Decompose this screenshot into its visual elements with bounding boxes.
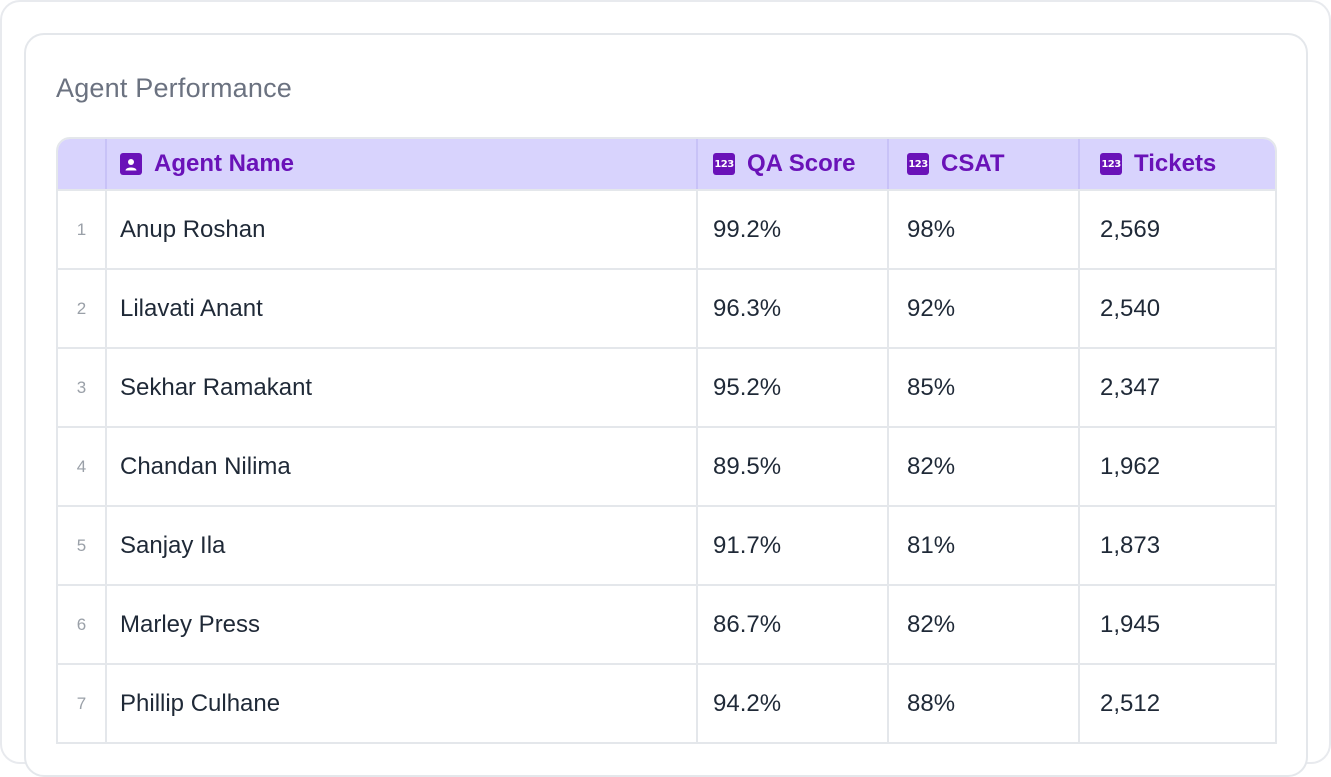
table-row[interactable]: 7 Phillip Culhane 94.2% 88% 2,512 [58, 663, 1275, 742]
table-row[interactable]: 3 Sekhar Ramakant 95.2% 85% 2,347 [58, 347, 1275, 426]
cell-csat[interactable]: 85% [887, 349, 1078, 426]
card-title: Agent Performance [56, 73, 293, 103]
column-header-tickets[interactable]: 123 Tickets [1078, 139, 1275, 189]
cell-csat[interactable]: 98% [887, 191, 1078, 268]
table-row[interactable]: 1 Anup Roshan 99.2% 98% 2,569 [58, 189, 1275, 268]
row-number: 5 [76, 535, 87, 555]
cell-qa-score[interactable]: 91.7% [696, 507, 887, 584]
table-row[interactable]: 4 Chandan Nilima 89.5% 82% 1,962 [58, 426, 1275, 505]
table-row[interactable]: 6 Marley Press 86.7% 82% 1,945 [58, 584, 1275, 663]
cell-qa-score[interactable]: 89.5% [696, 428, 887, 505]
column-header-label: Agent Name [154, 150, 295, 177]
table-row[interactable]: 2 Lilavati Anant 96.3% 92% 2,540 [58, 268, 1275, 347]
cell-csat[interactable]: 82% [887, 586, 1078, 663]
cell-tickets[interactable]: 1,873 [1078, 507, 1275, 584]
row-number: 7 [76, 693, 87, 713]
cell-agent-name[interactable]: Sekhar Ramakant [105, 349, 696, 426]
column-header-qa-score[interactable]: 123 QA Score [696, 139, 887, 189]
cell-agent-name[interactable]: Phillip Culhane [105, 665, 696, 742]
number-123-icon: 123 [1100, 153, 1122, 175]
cell-tickets[interactable]: 1,945 [1078, 586, 1275, 663]
row-number: 1 [76, 219, 87, 239]
cell-qa-score[interactable]: 95.2% [696, 349, 887, 426]
agent-performance-table: Agent Name 123 QA Score 123 CSAT 123 Tic… [56, 137, 1277, 744]
cell-csat[interactable]: 92% [887, 270, 1078, 347]
cell-tickets[interactable]: 1,962 [1078, 428, 1275, 505]
cell-agent-name[interactable]: Sanjay Ila [105, 507, 696, 584]
cell-csat[interactable]: 81% [887, 507, 1078, 584]
cell-tickets[interactable]: 2,347 [1078, 349, 1275, 426]
cell-csat[interactable]: 88% [887, 665, 1078, 742]
row-number-header [58, 139, 105, 189]
cell-agent-name[interactable]: Chandan Nilima [105, 428, 696, 505]
cell-qa-score[interactable]: 96.3% [696, 270, 887, 347]
cell-tickets[interactable]: 2,540 [1078, 270, 1275, 347]
column-header-agent-name[interactable]: Agent Name [105, 139, 696, 189]
cell-tickets[interactable]: 2,512 [1078, 665, 1275, 742]
row-number: 2 [76, 298, 87, 318]
column-header-label: Tickets [1134, 150, 1217, 177]
number-123-icon: 123 [907, 153, 929, 175]
number-123-icon: 123 [713, 153, 735, 175]
column-header-label: QA Score [747, 150, 856, 177]
column-header-csat[interactable]: 123 CSAT [887, 139, 1078, 189]
cell-qa-score[interactable]: 86.7% [696, 586, 887, 663]
cell-tickets[interactable]: 2,569 [1078, 191, 1275, 268]
table-row[interactable]: 5 Sanjay Ila 91.7% 81% 1,873 [58, 505, 1275, 584]
agent-performance-card: Agent Performance Agent Name 123 QA Scor… [24, 33, 1308, 777]
row-number: 6 [76, 614, 87, 634]
cell-qa-score[interactable]: 94.2% [696, 665, 887, 742]
column-header-label: CSAT [941, 150, 1005, 177]
row-number: 4 [76, 456, 87, 476]
row-number: 3 [76, 377, 87, 397]
cell-agent-name[interactable]: Marley Press [105, 586, 696, 663]
cell-csat[interactable]: 82% [887, 428, 1078, 505]
cell-agent-name[interactable]: Anup Roshan [105, 191, 696, 268]
cell-agent-name[interactable]: Lilavati Anant [105, 270, 696, 347]
cell-qa-score[interactable]: 99.2% [696, 191, 887, 268]
table-header-row: Agent Name 123 QA Score 123 CSAT 123 Tic… [58, 139, 1275, 189]
person-icon [120, 153, 142, 175]
